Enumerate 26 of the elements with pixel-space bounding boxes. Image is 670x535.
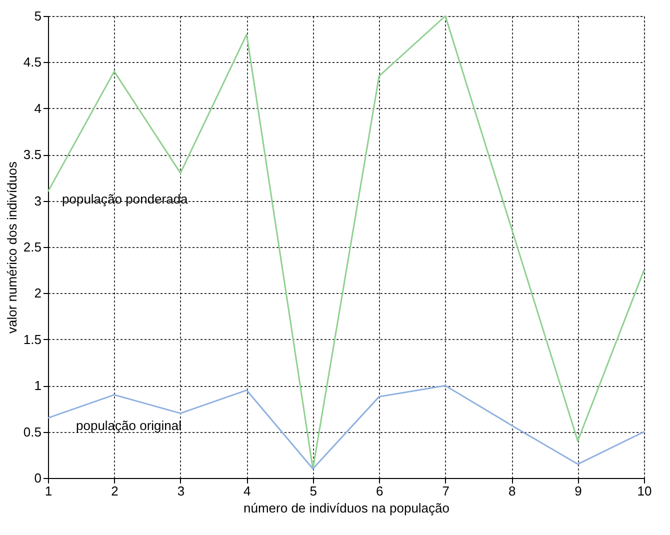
series-label: população ponderada <box>62 192 189 207</box>
x-tick-label: 2 <box>111 484 118 498</box>
x-tick-label: 10 <box>637 484 652 498</box>
y-tick-label: 5 <box>34 8 42 24</box>
x-tick-label: 1 <box>44 484 52 498</box>
x-tick-label: 3 <box>177 484 185 498</box>
y-tick-label: 3.5 <box>23 147 42 162</box>
x-tick-label: 9 <box>574 484 582 498</box>
x-axis-title: número de indivíduos na população <box>244 500 450 516</box>
y-tick-label: 2 <box>34 286 42 301</box>
y-tick-label: 2.5 <box>23 240 42 254</box>
y-tick-label: 4.5 <box>23 54 42 70</box>
y-tick-label: 1.5 <box>23 332 42 347</box>
x-tick-label: 5 <box>310 484 318 498</box>
y-tick-label: 0 <box>34 470 42 486</box>
x-tick-label: 6 <box>376 484 384 498</box>
y-tick-label: 1 <box>34 378 42 394</box>
y-tick-label: 3 <box>34 193 42 208</box>
line-series <box>47 384 645 470</box>
x-tick-label: 4 <box>244 484 251 498</box>
y-tick-label: 4 <box>34 100 42 116</box>
series-label: população original <box>76 418 182 433</box>
y-tick-label: 0.5 <box>23 424 42 440</box>
y-axis-title: valor numérico dos indivíduos <box>4 161 20 334</box>
x-tick-label: 8 <box>508 484 516 498</box>
x-tick-label: 7 <box>442 484 450 498</box>
